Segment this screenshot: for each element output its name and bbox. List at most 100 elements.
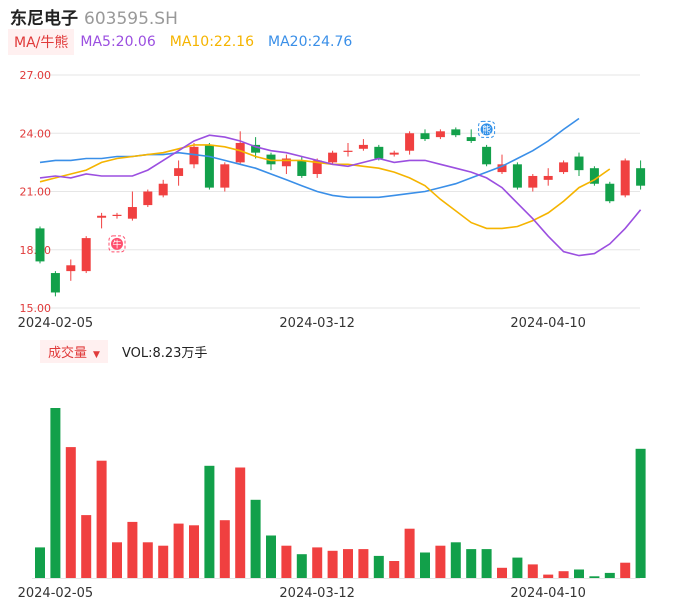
price-axis: 27.00 24.00 21.00 18.00 15.00	[20, 69, 52, 315]
candlesticks	[35, 127, 646, 297]
candle-body	[281, 158, 291, 167]
candle-body	[66, 265, 76, 272]
y-tick-label: 21.00	[20, 186, 52, 199]
bear-signal-icon	[480, 123, 493, 136]
volume-bar	[389, 561, 400, 578]
candle-body	[589, 168, 599, 184]
volume-bar	[481, 549, 492, 578]
volume-type-selector[interactable]: 成交量 ▼	[40, 339, 108, 363]
volume-bars	[35, 408, 646, 578]
date-tick-label: 2024-02-05	[18, 316, 94, 331]
candle-body	[235, 142, 245, 163]
ma10-line	[39, 144, 611, 230]
volume-bar	[219, 520, 230, 578]
stock-title: 东尼电子 603595.SH	[10, 4, 178, 29]
candle-body	[543, 175, 553, 180]
volume-bar	[373, 555, 384, 578]
bear-signal-text: 熊	[482, 124, 491, 136]
ma5-legend: MA5:20.06	[80, 34, 156, 50]
date-axis-bottom: 2024-02-05 2024-03-12 2024-04-10	[18, 586, 586, 601]
candle-body	[312, 160, 322, 175]
y-tick-label: 15.00	[20, 302, 52, 315]
volume-bar	[50, 408, 61, 578]
y-tick-label: 24.00	[20, 127, 52, 140]
candle-body	[405, 133, 415, 151]
candle-body	[389, 152, 399, 155]
moving-average-lines	[39, 117, 642, 257]
candle-body	[605, 183, 615, 202]
stock-name: 东尼电子	[10, 9, 78, 29]
candle-body	[50, 273, 60, 293]
dropdown-arrow-icon: ▼	[93, 349, 100, 360]
candle-body	[204, 144, 214, 188]
candle-body	[466, 137, 476, 142]
volume-type-label: 成交量	[48, 345, 88, 361]
candle-body	[112, 214, 122, 216]
volume-bar	[266, 535, 276, 578]
volume-bar	[589, 576, 600, 578]
candle-body	[374, 146, 384, 159]
volume-bar	[620, 562, 631, 578]
date-axis-top: 2024-02-05 2024-03-12 2024-04-10	[18, 316, 586, 331]
volume-bar	[127, 521, 138, 578]
date-tick-label: 2024-04-10	[510, 316, 586, 331]
volume-value: VOL:8.23万手	[121, 345, 208, 361]
candle-body	[328, 152, 338, 163]
volume-bar	[327, 550, 338, 578]
candle-body	[528, 175, 538, 188]
y-tick-label: 18.00	[20, 244, 52, 257]
date-tick-label: 2024-04-10	[510, 586, 586, 601]
volume-bar	[235, 467, 246, 578]
volume-bar	[35, 547, 45, 578]
ma20-legend: MA20:24.76	[268, 34, 353, 50]
candle-body	[358, 144, 368, 149]
volume-bar	[281, 545, 292, 578]
candle-body	[559, 162, 569, 173]
candle-body	[297, 160, 307, 176]
volume-bar	[435, 545, 446, 578]
volume-bar	[404, 528, 415, 578]
volume-bar	[250, 499, 261, 578]
volume-bar	[96, 460, 107, 578]
volume-bar	[574, 569, 584, 578]
candle-body	[574, 156, 584, 171]
volume-bar	[189, 525, 199, 578]
price-grid	[32, 74, 640, 579]
stock-code: 603595.SH	[84, 9, 178, 29]
candle-body	[435, 131, 445, 138]
bear-signal-frame	[478, 120, 496, 138]
candle-body	[636, 168, 646, 186]
candle-body	[343, 150, 353, 152]
candle-body	[251, 144, 261, 153]
y-tick-label: 27.00	[20, 69, 52, 82]
volume-bar	[450, 542, 461, 578]
candle-body	[143, 191, 153, 206]
candle-body	[420, 133, 430, 140]
candle-body	[189, 146, 199, 165]
volume-bar	[358, 549, 369, 578]
candle-body	[482, 146, 492, 165]
volume-bar	[296, 554, 307, 578]
ma-type-selector[interactable]: MA/牛熊	[8, 29, 75, 55]
volume-bar	[512, 557, 523, 578]
volume-bar	[112, 542, 122, 578]
volume-bar	[312, 547, 323, 578]
bull-signal-icon	[111, 237, 123, 250]
candle-body	[220, 164, 230, 188]
volume-bar	[204, 465, 215, 578]
candle-body	[451, 129, 461, 136]
volume-bar	[558, 571, 569, 578]
ma5-line	[39, 134, 642, 257]
volume-bar	[527, 564, 538, 578]
candle-body	[512, 164, 522, 188]
volume-bar	[497, 567, 507, 578]
ma10-legend: MA10:22.16	[169, 34, 255, 50]
ma-legend: MA/牛熊 MA5:20.06 MA10:22.16 MA20:24.76	[8, 29, 366, 55]
candle-body	[35, 228, 45, 262]
candle-body	[127, 207, 137, 219]
volume-bar	[343, 549, 353, 578]
bull-signal-frame	[108, 235, 126, 253]
volume-bar	[420, 552, 430, 578]
candle-body	[266, 154, 276, 165]
